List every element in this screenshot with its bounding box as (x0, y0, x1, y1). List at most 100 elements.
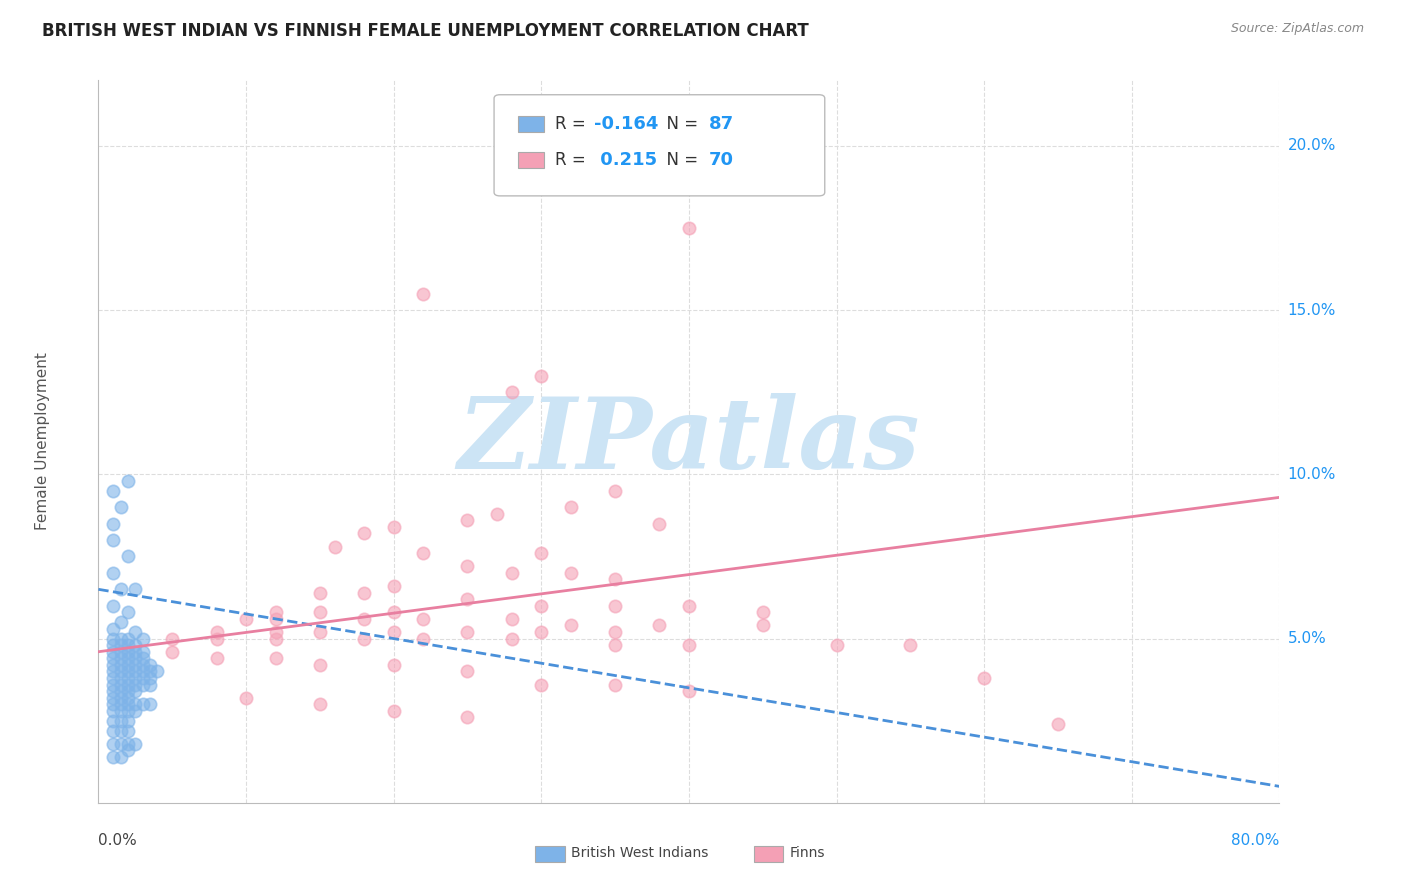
Point (117, 737, 139, 751)
Text: British West Indians: British West Indians (571, 847, 709, 861)
Point (678, 684, 700, 698)
Point (412, 286, 434, 301)
Point (530, 625, 553, 640)
Point (530, 677, 553, 691)
Point (124, 704, 146, 718)
Point (117, 651, 139, 665)
Point (309, 605, 332, 619)
Point (139, 698, 162, 712)
Point (457, 665, 479, 679)
Point (752, 605, 775, 619)
Point (309, 625, 332, 640)
Point (605, 625, 627, 640)
Text: 0.0%: 0.0% (98, 833, 138, 848)
Point (309, 657, 332, 672)
Point (264, 605, 287, 619)
Point (110, 704, 132, 718)
Point (117, 645, 139, 659)
Point (264, 651, 287, 665)
Point (501, 632, 523, 646)
Point (103, 599, 125, 613)
Text: Female Unemployment: Female Unemployment (35, 352, 51, 531)
Point (605, 638, 627, 652)
Point (605, 677, 627, 691)
Point (205, 632, 228, 646)
Point (110, 665, 132, 679)
Point (117, 638, 139, 652)
Point (162, 632, 183, 646)
Text: 20.0%: 20.0% (1288, 138, 1336, 153)
Point (648, 516, 671, 531)
Point (235, 612, 257, 626)
Point (117, 665, 139, 679)
Point (110, 638, 132, 652)
Text: 10.0%: 10.0% (1288, 467, 1336, 482)
Point (501, 385, 523, 400)
Point (132, 665, 155, 679)
Point (162, 645, 183, 659)
Point (752, 618, 775, 632)
FancyBboxPatch shape (494, 95, 825, 196)
Point (146, 665, 169, 679)
Point (382, 520, 405, 534)
Point (110, 737, 132, 751)
Text: 5.0%: 5.0% (1288, 632, 1326, 646)
Point (323, 540, 346, 554)
FancyBboxPatch shape (536, 847, 565, 862)
Point (124, 657, 146, 672)
Point (103, 677, 125, 691)
Point (103, 684, 125, 698)
Point (501, 612, 523, 626)
Point (825, 638, 848, 652)
Point (900, 638, 922, 652)
Point (110, 698, 132, 712)
Point (117, 723, 139, 738)
Point (103, 483, 125, 498)
Text: BRITISH WEST INDIAN VS FINNISH FEMALE UNEMPLOYMENT CORRELATION CHART: BRITISH WEST INDIAN VS FINNISH FEMALE UN… (42, 22, 808, 40)
Point (124, 677, 146, 691)
Point (110, 632, 132, 646)
Point (110, 714, 132, 728)
Point (110, 684, 132, 698)
Point (382, 625, 405, 640)
Point (353, 526, 375, 541)
Point (103, 665, 125, 679)
Point (457, 592, 479, 607)
Point (117, 714, 139, 728)
FancyBboxPatch shape (754, 847, 783, 862)
Point (678, 221, 700, 235)
Point (110, 657, 132, 672)
Text: R =: R = (555, 151, 592, 169)
Point (117, 684, 139, 698)
Point (457, 559, 479, 574)
Point (605, 483, 627, 498)
Text: 80.0%: 80.0% (1232, 833, 1279, 848)
Point (678, 599, 700, 613)
Point (124, 737, 146, 751)
Point (103, 723, 125, 738)
Point (103, 737, 125, 751)
Text: 0.215: 0.215 (595, 151, 658, 169)
Point (103, 698, 125, 712)
Text: R =: R = (555, 115, 592, 133)
Point (205, 651, 228, 665)
Point (124, 684, 146, 698)
Point (139, 665, 162, 679)
Point (117, 605, 139, 619)
Text: N =: N = (655, 151, 703, 169)
Point (103, 516, 125, 531)
Point (132, 657, 155, 672)
Point (309, 585, 332, 599)
Text: 15.0%: 15.0% (1288, 302, 1336, 318)
Point (117, 743, 139, 757)
Point (110, 615, 132, 630)
Point (560, 500, 582, 515)
Point (530, 599, 553, 613)
Point (117, 671, 139, 685)
Point (353, 632, 375, 646)
Point (457, 513, 479, 527)
Point (117, 704, 139, 718)
Point (560, 618, 582, 632)
Point (103, 566, 125, 580)
Text: 70: 70 (709, 151, 734, 169)
